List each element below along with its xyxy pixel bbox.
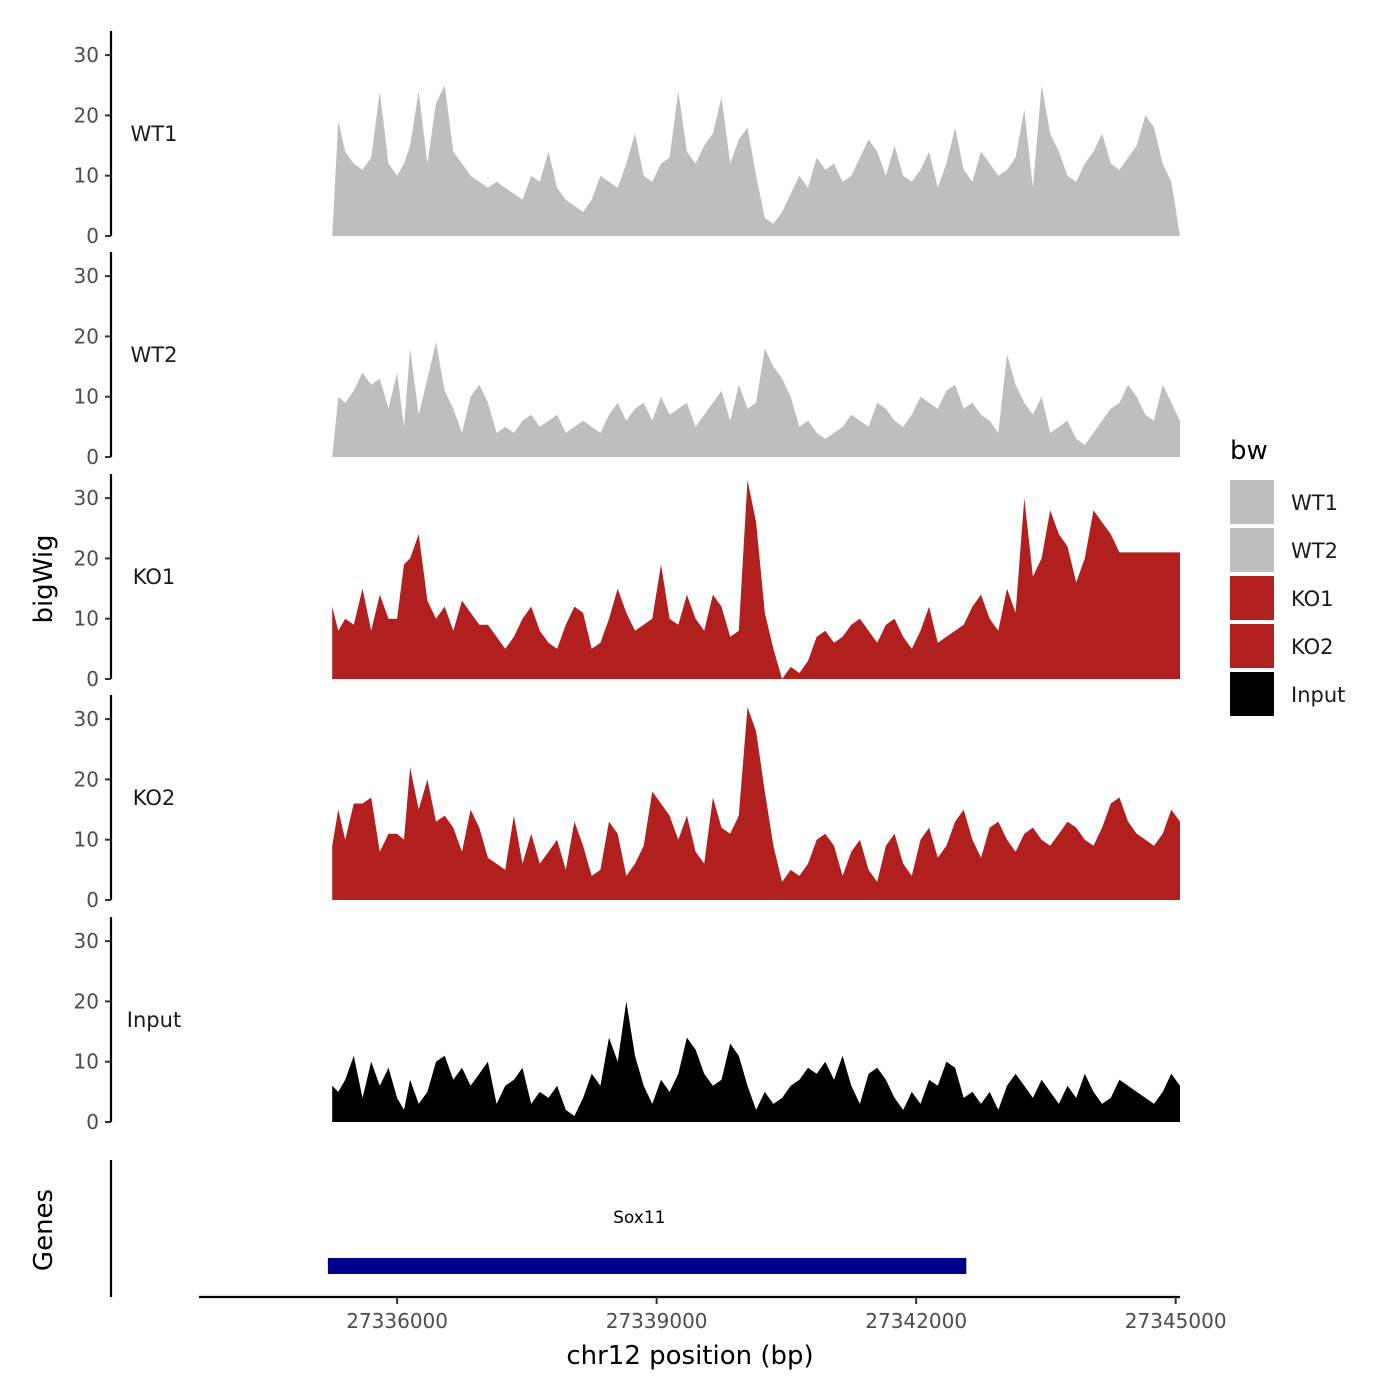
- y-tick-label: 20: [74, 767, 99, 791]
- panel-wt2: 0 10 20 30 WT2: [74, 252, 1180, 469]
- legend: bw WT1 WT2 KO1 KO2 Input: [1230, 436, 1345, 716]
- track-label-ko1: KO1: [133, 565, 176, 589]
- y-tick-label: 10: [74, 385, 99, 409]
- x-tick-label: 27336000: [346, 1309, 448, 1333]
- y-tick-label: 0: [86, 224, 99, 248]
- track-label-wt1: WT1: [131, 122, 178, 146]
- legend-title: bw: [1230, 436, 1268, 466]
- y-tick-label: 30: [74, 264, 99, 288]
- y-tick-label: 10: [74, 164, 99, 188]
- area-ko1: [332, 480, 1180, 679]
- x-tick-label: 27345000: [1125, 1309, 1227, 1333]
- signal-panels: 0 10 20 30 WT1 0 10 20 30 WT2 0 10 20 30 KO1 0 10 20 30 KO2…: [74, 31, 1180, 1134]
- area-wt1: [332, 85, 1180, 236]
- y-tick-label: 0: [86, 1110, 99, 1134]
- track-label-input: Input: [127, 1008, 181, 1032]
- y-tick-label: 20: [74, 546, 99, 570]
- y-tick-label: 0: [86, 888, 99, 912]
- track-label-ko2: KO2: [133, 786, 176, 810]
- genes-axis-title: Genes: [29, 1189, 59, 1271]
- y-tick-label: 20: [74, 989, 99, 1013]
- legend-label-ko1: KO1: [1291, 587, 1334, 611]
- y-tick-label: 30: [74, 486, 99, 510]
- y-tick-label: 10: [74, 828, 99, 852]
- legend-label-input: Input: [1291, 683, 1345, 707]
- area-ko2: [332, 707, 1180, 900]
- y-tick-label: 10: [74, 1050, 99, 1074]
- legend-label-wt1: WT1: [1291, 491, 1338, 515]
- x-tick-label: 27339000: [606, 1309, 708, 1333]
- panel-wt1: 0 10 20 30 WT1: [74, 31, 1180, 248]
- x-axis: 27336000 27339000 27342000 27345000: [199, 1295, 1227, 1333]
- area-wt2: [332, 342, 1180, 457]
- x-tick-label: 27342000: [865, 1309, 967, 1333]
- y-tick-label: 20: [74, 324, 99, 348]
- panel-ko2: 0 10 20 30 KO2: [74, 695, 1180, 912]
- y-axis-title: bigWig: [29, 534, 59, 623]
- gene-body-sox11: [327, 1258, 967, 1274]
- legend-key-ko2: [1230, 624, 1274, 668]
- y-tick-label: 10: [74, 607, 99, 631]
- area-input: [332, 1001, 1180, 1122]
- track-label-wt2: WT2: [131, 343, 178, 367]
- panel-ko1: 0 10 20 30 KO1: [74, 474, 1180, 691]
- legend-key-input: [1230, 672, 1274, 716]
- y-tick-label: 30: [74, 707, 99, 731]
- x-axis-title: chr12 position (bp): [566, 1341, 813, 1371]
- y-tick-label: 30: [74, 43, 99, 67]
- y-tick-label: 20: [74, 103, 99, 127]
- y-tick-label: 0: [86, 667, 99, 691]
- legend-key-ko1: [1230, 576, 1274, 620]
- panel-input: 0 10 20 30 Input: [74, 917, 1180, 1134]
- legend-key-wt2: [1230, 528, 1274, 572]
- gene-panel: Sox11: [109, 1160, 967, 1297]
- y-tick-label: 30: [74, 929, 99, 953]
- legend-label-wt2: WT2: [1291, 539, 1338, 563]
- gene-label-sox11: Sox11: [613, 1208, 665, 1228]
- legend-key-wt1: [1230, 480, 1274, 524]
- legend-label-ko2: KO2: [1291, 635, 1334, 659]
- y-tick-label: 0: [86, 445, 99, 469]
